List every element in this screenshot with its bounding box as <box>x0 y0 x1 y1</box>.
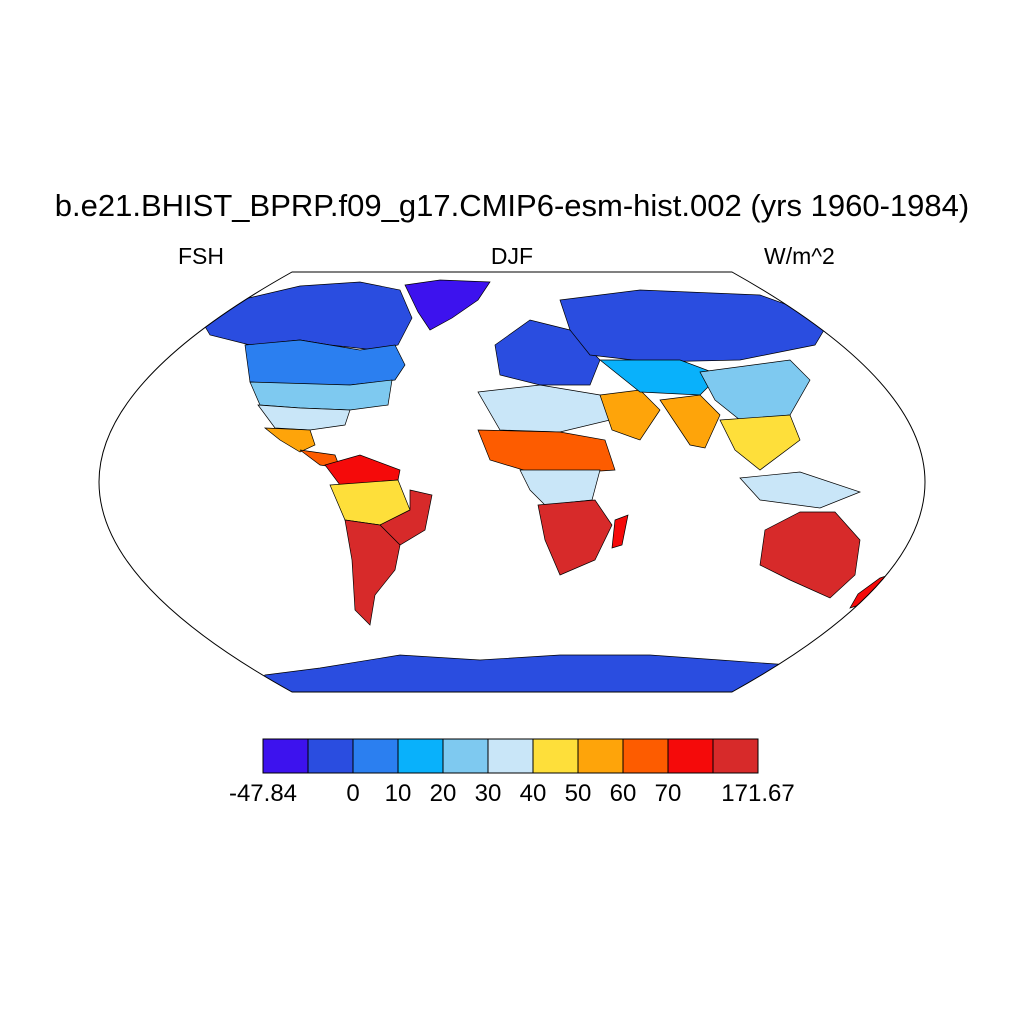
region-madagascar <box>611 514 629 549</box>
region-indonesia <box>739 471 862 509</box>
colorbar-bin-6 <box>532 738 579 774</box>
colorbar-tick-label: 30 <box>474 780 502 807</box>
region-middle-east <box>599 389 661 441</box>
colorbar-tick-label: 40 <box>519 780 547 807</box>
region-south-america-south <box>344 519 401 626</box>
region-greenland <box>404 279 491 331</box>
colorbar-tick-label: 0 <box>346 780 360 807</box>
colorbar-bin-5 <box>487 738 534 774</box>
colorbar-bin-9 <box>667 738 714 774</box>
region-sahel <box>477 429 616 476</box>
region-southeast-asia <box>719 414 801 471</box>
colorbar-tick-label: 20 <box>429 780 457 807</box>
region-usa-south <box>257 404 351 431</box>
colorbar-bin-4 <box>442 738 489 774</box>
colorbar-bin-1 <box>307 738 354 774</box>
colorbar-bin-10 <box>712 738 759 774</box>
plot-title: b.e21.BHIST_BPRP.f09_g17.CMIP6-esm-hist.… <box>54 188 970 223</box>
region-south-america-north <box>324 454 401 486</box>
colorbar-tick-label: 171.67 <box>721 780 795 807</box>
map-border <box>98 271 926 693</box>
region-australia <box>759 511 861 599</box>
variable-label: FSH <box>178 243 224 269</box>
region-russia <box>559 289 831 363</box>
colorbar-tick-label: -47.84 <box>228 780 298 807</box>
colorbar-tick-label: 70 <box>654 780 682 807</box>
colorbar-tick-label: 50 <box>564 780 592 807</box>
colorbar-bin-2 <box>352 738 399 774</box>
colorbar-tick-label: 60 <box>609 780 637 807</box>
region-mexico <box>263 427 316 453</box>
colorbar-bin-7 <box>577 738 624 774</box>
colorbar-tick-label: 10 <box>384 780 412 807</box>
region-india <box>659 394 721 449</box>
units-label: W/m^2 <box>764 243 835 269</box>
region-europe <box>494 319 601 386</box>
colorbar-bin-8 <box>622 738 669 774</box>
colorbar-bin-3 <box>397 738 444 774</box>
season-label: DJF <box>490 243 534 269</box>
region-southern-africa <box>537 499 613 576</box>
colorbar-bin-0 <box>262 738 309 774</box>
